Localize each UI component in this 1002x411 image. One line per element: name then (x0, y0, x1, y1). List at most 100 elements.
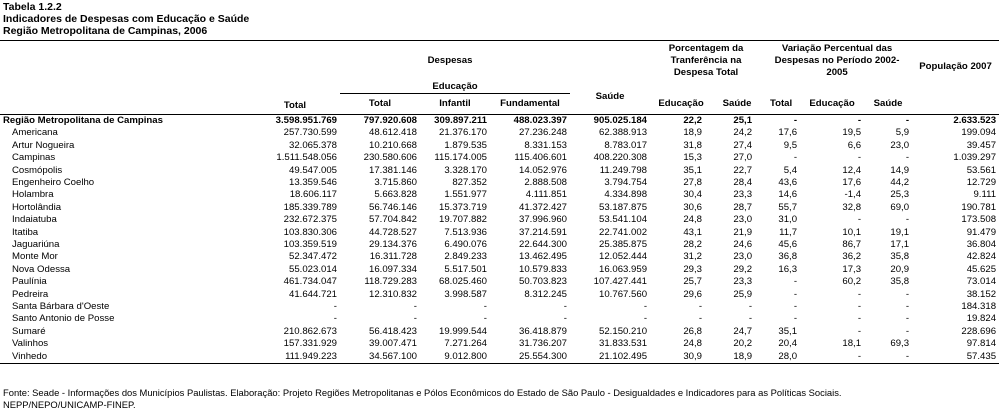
cell-value: 35,8 (890, 251, 910, 263)
cell-value: - (857, 114, 862, 126)
table-number: Tabela 1.2.2 (3, 1, 62, 13)
cell-value: 230.580.606 (363, 152, 417, 164)
cell-value: 62.388.913 (599, 127, 648, 139)
col-header-variacao: Variação Percentual das Despesas no Perí… (762, 39, 913, 94)
row-label: Pedreira (12, 288, 49, 300)
cell-value: 56.418.423 (368, 325, 417, 337)
cell-value: 19.999.544 (438, 325, 487, 337)
cell-value: 184.318 (961, 301, 997, 312)
col-header-total: Total (283, 99, 307, 111)
cell-value: 35,1 (778, 325, 798, 337)
cell-value: - (643, 301, 648, 312)
cell-value: 20,4 (778, 338, 798, 350)
cell-value: 36,2 (842, 251, 862, 263)
col-header-fundamental: Fundamental (500, 97, 560, 109)
cell-value: 14,9 (890, 164, 910, 176)
row-label: Monte Mor (12, 251, 58, 263)
cell-value: 173.508 (961, 214, 997, 226)
cell-value: 27,8 (683, 176, 703, 188)
cell-value: 16.063.959 (599, 263, 648, 275)
cell-value: 38.152 (966, 288, 997, 300)
cell-value: - (857, 288, 862, 300)
row-label: Região Metropolitana de Campinas (3, 114, 163, 126)
cell-value: 19,1 (890, 226, 910, 238)
row-label: Nova Odessa (12, 263, 71, 275)
row-label: Cosmópolis (12, 164, 63, 176)
cell-value: 35,8 (890, 276, 910, 288)
cell-value: 18,9 (733, 350, 753, 362)
cell-value: - (905, 350, 910, 362)
table-row: Americana 257.730.599 48.612.418 21.376.170… (0, 127, 999, 139)
table-row: Engenheiro Coelho 13.359.546 3.715.860 827.… (0, 177, 999, 189)
cell-value: - (333, 313, 337, 325)
cell-value: 25,1 (733, 114, 753, 126)
cell-value: 34.567.100 (368, 350, 417, 362)
cell-value: 199.094 (961, 127, 997, 139)
cell-value: 118.729.283 (364, 276, 417, 288)
cell-value: 32,8 (842, 201, 862, 213)
table-row: Pedreira 41.644.721 12.310.832 3.998.587 8.3… (0, 289, 999, 301)
cell-value: 827.352 (452, 176, 487, 188)
cell-value: - (905, 152, 910, 164)
cell-value: 5,4 (783, 164, 798, 176)
table-row: Hortolândia 185.339.789 56.746.146 15.373.7… (0, 202, 999, 214)
cell-value: 22,2 (683, 114, 703, 126)
cell-value: 15,3 (683, 152, 703, 164)
cell-value: 31,0 (778, 214, 798, 226)
cell-value: 18,9 (683, 127, 703, 139)
cell-value: 4.111.851 (525, 189, 567, 201)
cell-value: 6,6 (847, 139, 862, 151)
cell-value: 10.579.833 (518, 263, 567, 275)
cell-value: - (698, 313, 703, 325)
cell-value: 45.625 (966, 263, 997, 275)
cell-value: 31,8 (683, 139, 703, 151)
cell-value: 22.741.002 (599, 226, 648, 238)
col-header-v-saude: Saúde (873, 97, 903, 109)
cell-value: 9,5 (783, 139, 798, 151)
cell-value: 5,9 (895, 127, 910, 139)
table-row: Monte Mor 52.347.472 16.311.728 2.849.233 13… (0, 251, 999, 263)
row-label: Paulínia (12, 276, 47, 288)
cell-value: 27,4 (733, 139, 753, 151)
row-label: Holambra (12, 189, 54, 201)
table-row: Sumaré 210.862.673 56.418.423 19.999.544 36.… (0, 326, 999, 338)
cell-value: 68.025.460 (438, 276, 487, 288)
table-row: Vinhedo 111.949.223 34.567.100 9.012.800 25.… (0, 350, 1000, 364)
cell-value: - (857, 313, 862, 325)
cell-value: 14.052.976 (518, 164, 567, 176)
cell-value: 11.249.798 (599, 164, 648, 176)
table-row: Valinhos 157.331.929 39.007.471 7.271.264 31… (0, 338, 999, 350)
row-label: Sumaré (12, 325, 46, 337)
cell-value: 26,8 (683, 325, 703, 337)
cell-value: 37.996.960 (518, 214, 567, 226)
cell-value: 49.547.005 (288, 164, 337, 176)
cell-value: 103.359.519 (283, 238, 337, 250)
cell-value: 8.312.245 (524, 288, 567, 300)
cell-value: 20,9 (890, 263, 910, 275)
cell-value: 30,9 (683, 350, 703, 362)
cell-value: 1.879.535 (444, 139, 487, 151)
cell-value: 4.334.898 (604, 189, 648, 201)
row-label: Artur Nogueira (12, 139, 75, 151)
cell-value: - (793, 152, 798, 164)
cell-value: 797.920.608 (363, 114, 417, 126)
cell-value: -1,4 (844, 189, 862, 201)
table-row: Itatiba 103.830.306 44.728.527 7.513.936 37.… (0, 227, 999, 239)
cell-value: 107.427.441 (593, 276, 648, 288)
cell-value: 2.888.508 (524, 176, 567, 188)
table-row: Paulínia 461.734.047 118.729.283 68.025.460… (0, 276, 999, 288)
cell-value: 24,6 (733, 238, 753, 250)
cell-value: - (698, 301, 703, 312)
table-title: Indicadores de Despesas com Educação e S… (3, 13, 250, 25)
cell-value: 905.025.184 (593, 114, 648, 126)
cell-value: - (857, 301, 862, 312)
cell-value: 52.150.210 (599, 325, 648, 337)
cell-value: 19.824 (966, 313, 997, 325)
cell-value: - (748, 313, 753, 325)
cell-value: 28,2 (683, 238, 703, 250)
cell-value: 16.097.334 (368, 263, 417, 275)
cell-value: 32.065.378 (288, 139, 337, 151)
cell-value: 25,9 (733, 288, 753, 300)
cell-value: 210.862.673 (283, 325, 337, 337)
cell-value: 3.998.587 (444, 288, 487, 300)
